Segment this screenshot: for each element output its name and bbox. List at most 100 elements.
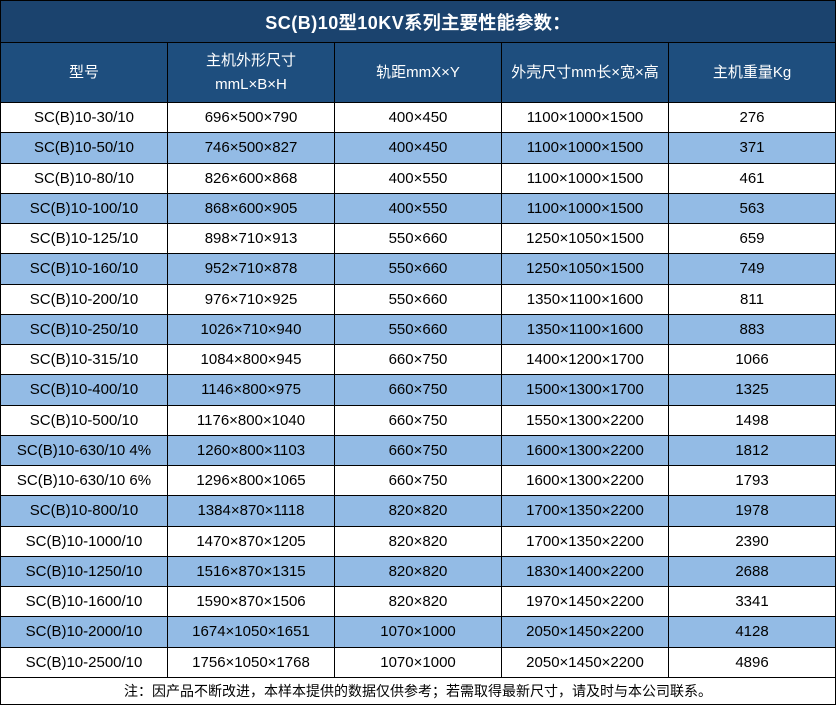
- dims-cell: 1756×1050×1768: [167, 646, 335, 678]
- model-cell: SC(B)10-50/10: [0, 132, 168, 164]
- rail-cell: 820×820: [334, 495, 502, 527]
- weight-cell: 1498: [668, 404, 836, 436]
- table-row: SC(B)10-1250/10 1516×870×1315 820×820 1830×…: [0, 555, 836, 588]
- table-row: SC(B)10-125/10 898×710×913 550×660 1250×105…: [0, 222, 836, 255]
- rail-cell: 660×750: [334, 464, 502, 497]
- model-cell: SC(B)10-80/10: [0, 162, 168, 194]
- model-cell: SC(B)10-630/10 6%: [0, 464, 168, 497]
- dims-cell: 746×500×827: [167, 132, 335, 164]
- column-header-rail: 轨距mmX×Y: [334, 42, 502, 103]
- rail-cell: 660×750: [334, 374, 502, 406]
- rail-cell: 820×820: [334, 585, 502, 618]
- model-cell: SC(B)10-500/10: [0, 404, 168, 436]
- column-header-dims: 主机外形尺寸 mmL×B×H: [167, 42, 335, 103]
- rail-cell: 550×660: [334, 313, 502, 346]
- weight-cell: 563: [668, 192, 836, 225]
- title-row: SC(B)10型10KV系列主要性能参数：: [0, 0, 836, 43]
- dims-cell: 868×600×905: [167, 192, 335, 225]
- table-title: SC(B)10型10KV系列主要性能参数：: [0, 0, 836, 43]
- weight-cell: 811: [668, 283, 836, 315]
- column-header-model: 型号: [0, 42, 168, 103]
- rail-cell: 400×550: [334, 192, 502, 225]
- model-cell: SC(B)10-2500/10: [0, 646, 168, 678]
- shell-cell: 1250×1050×1500: [501, 222, 669, 255]
- model-cell: SC(B)10-1600/10: [0, 585, 168, 618]
- rail-cell: 550×660: [334, 222, 502, 255]
- weight-cell: 1978: [668, 495, 836, 527]
- dims-cell: 976×710×925: [167, 283, 335, 315]
- spec-table-foot: 注：因产品不断改进，本样本提供的数据仅供参考；若需取得最新尺寸，请及时与本公司联…: [0, 677, 836, 705]
- dims-cell: 1146×800×975: [167, 374, 335, 406]
- shell-cell: 1350×1100×1600: [501, 283, 669, 315]
- model-cell: SC(B)10-400/10: [0, 374, 168, 406]
- table-row: SC(B)10-160/10 952×710×878 550×660 1250×105…: [0, 253, 836, 285]
- shell-cell: 1350×1100×1600: [501, 313, 669, 346]
- shell-cell: 1250×1050×1500: [501, 253, 669, 285]
- shell-cell: 1830×1400×2200: [501, 555, 669, 588]
- model-cell: SC(B)10-800/10: [0, 495, 168, 527]
- rail-cell: 1070×1000: [334, 646, 502, 678]
- weight-cell: 1793: [668, 464, 836, 497]
- weight-cell: 371: [668, 132, 836, 164]
- rail-cell: 550×660: [334, 283, 502, 315]
- column-header-weight: 主机重量Kg: [668, 42, 836, 103]
- rail-cell: 660×750: [334, 343, 502, 376]
- model-cell: SC(B)10-160/10: [0, 253, 168, 285]
- column-label: 外壳尺寸mm长×宽×高: [511, 63, 659, 81]
- spec-table-body: SC(B)10-30/10 696×500×790 400×450 1100×1000…: [0, 101, 836, 678]
- dims-cell: 1026×710×940: [167, 313, 335, 346]
- dims-cell: 1296×800×1065: [167, 464, 335, 497]
- table-row: SC(B)10-315/10 1084×800×945 660×750 1400×12…: [0, 343, 836, 376]
- column-header-row: 型号 主机外形尺寸 mmL×B×H 轨距mmX×Y 外壳尺寸mm长×宽×高 主机重量Kg: [0, 42, 836, 103]
- weight-cell: 1812: [668, 434, 836, 467]
- weight-cell: 4128: [668, 616, 836, 648]
- table-row: SC(B)10-1600/10 1590×870×1506 820×820 1970×…: [0, 585, 836, 618]
- dims-cell: 1260×800×1103: [167, 434, 335, 467]
- table-row: SC(B)10-250/10 1026×710×940 550×660 1350×11…: [0, 313, 836, 346]
- rail-cell: 820×820: [334, 555, 502, 588]
- dims-cell: 1674×1050×1651: [167, 616, 335, 648]
- model-cell: SC(B)10-30/10: [0, 101, 168, 134]
- weight-cell: 461: [668, 162, 836, 194]
- shell-cell: 1100×1000×1500: [501, 162, 669, 194]
- dims-cell: 1176×800×1040: [167, 404, 335, 436]
- column-label: 型号: [68, 63, 99, 81]
- shell-cell: 2050×1450×2200: [501, 646, 669, 678]
- weight-cell: 3341: [668, 585, 836, 618]
- dims-cell: 1470×870×1205: [167, 525, 335, 557]
- table-row: SC(B)10-630/10 6% 1296×800×1065 660×750 160…: [0, 464, 836, 497]
- shell-cell: 1970×1450×2200: [501, 585, 669, 618]
- weight-cell: 659: [668, 222, 836, 255]
- weight-cell: 2688: [668, 555, 836, 588]
- table-row: SC(B)10-2500/10 1756×1050×1768 1070×1000 20…: [0, 646, 836, 678]
- rail-cell: 400×450: [334, 101, 502, 134]
- model-cell: SC(B)10-630/10 4%: [0, 434, 168, 467]
- rail-cell: 1070×1000: [334, 616, 502, 648]
- table-row: SC(B)10-800/10 1384×870×1118 820×820 1700×1…: [0, 495, 836, 527]
- column-label: 主机重量Kg: [712, 63, 792, 81]
- column-label: 主机外形尺寸: [205, 52, 296, 70]
- dims-cell: 898×710×913: [167, 222, 335, 255]
- dims-cell: 1590×870×1506: [167, 585, 335, 618]
- table-row: SC(B)10-1000/10 1470×870×1205 820×820 1700×…: [0, 525, 836, 557]
- table-row: SC(B)10-2000/10 1674×1050×1651 1070×1000 20…: [0, 616, 836, 648]
- shell-cell: 1550×1300×2200: [501, 404, 669, 436]
- weight-cell: 276: [668, 101, 836, 134]
- model-cell: SC(B)10-1250/10: [0, 555, 168, 588]
- dims-cell: 826×600×868: [167, 162, 335, 194]
- column-label: 轨距mmX×Y: [376, 63, 460, 81]
- weight-cell: 1325: [668, 374, 836, 406]
- table-row: SC(B)10-100/10 868×600×905 400×550 1100×100…: [0, 192, 836, 225]
- table-row: SC(B)10-30/10 696×500×790 400×450 1100×1000…: [0, 101, 836, 134]
- shell-cell: 1600×1300×2200: [501, 434, 669, 467]
- table-row: SC(B)10-80/10 826×600×868 400×550 1100×1000…: [0, 162, 836, 194]
- dims-cell: 1516×870×1315: [167, 555, 335, 588]
- table-row: SC(B)10-400/10 1146×800×975 660×750 1500×13…: [0, 374, 836, 406]
- shell-cell: 1100×1000×1500: [501, 101, 669, 134]
- weight-cell: 2390: [668, 525, 836, 557]
- shell-cell: 1100×1000×1500: [501, 192, 669, 225]
- footer-note: 注：因产品不断改进，本样本提供的数据仅供参考；若需取得最新尺寸，请及时与本公司联…: [0, 677, 836, 705]
- shell-cell: 2050×1450×2200: [501, 616, 669, 648]
